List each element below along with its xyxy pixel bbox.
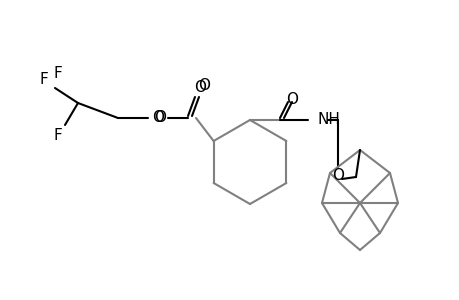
Text: NH: NH	[317, 112, 340, 128]
Text: O: O	[197, 77, 210, 92]
Text: O: O	[151, 110, 164, 125]
Text: O: O	[194, 80, 206, 94]
Text: F: F	[54, 67, 62, 82]
Text: F: F	[54, 128, 62, 143]
Text: F: F	[39, 73, 48, 88]
Text: O: O	[331, 167, 343, 182]
Text: O: O	[285, 92, 297, 107]
Text: O: O	[154, 110, 166, 125]
